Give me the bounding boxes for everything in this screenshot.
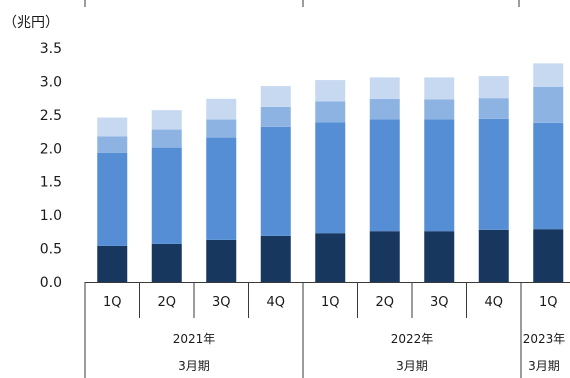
y-tick-label: 3.0 bbox=[40, 74, 62, 90]
bar-segment-0 bbox=[315, 233, 346, 282]
bar-segment-0 bbox=[369, 231, 400, 282]
y-tick-label: 0.5 bbox=[40, 242, 62, 258]
y-tick-label: 2.0 bbox=[40, 141, 62, 157]
x-tick-label: 2Q bbox=[375, 295, 394, 310]
group-period-label: 3月期 bbox=[178, 359, 210, 373]
bar-segment-2 bbox=[424, 99, 455, 120]
bar-segment-0 bbox=[151, 243, 182, 282]
bar-segment-0 bbox=[533, 229, 564, 282]
bar-segment-1 bbox=[424, 119, 455, 232]
y-tick-label: 3.5 bbox=[40, 41, 62, 57]
bar-segment-1 bbox=[478, 118, 509, 230]
bar-segment-0 bbox=[206, 239, 237, 282]
bar-segment-1 bbox=[315, 122, 346, 234]
bar-segment-0 bbox=[97, 245, 128, 282]
x-tick-label: 3Q bbox=[212, 295, 231, 310]
bar-segment-3 bbox=[260, 86, 291, 107]
bar-segment-1 bbox=[260, 126, 291, 236]
bar-segment-0 bbox=[424, 231, 455, 282]
bar-segment-0 bbox=[260, 235, 291, 282]
bar-segment-3 bbox=[424, 77, 455, 100]
bar-segment-3 bbox=[478, 76, 509, 99]
bar-segment-1 bbox=[97, 152, 128, 246]
x-tick-label: 2Q bbox=[157, 295, 176, 310]
bar-segment-2 bbox=[478, 98, 509, 119]
x-tick-label: 1Q bbox=[321, 295, 340, 310]
x-tick-label: 3Q bbox=[430, 295, 449, 310]
bar-segment-1 bbox=[151, 147, 182, 244]
bar-segment-2 bbox=[260, 106, 291, 127]
bar-segment-3 bbox=[151, 110, 182, 130]
group-year-label: 2023年 bbox=[523, 332, 566, 346]
x-tick-label: 1Q bbox=[539, 295, 558, 310]
group-year-label: 2021年 bbox=[173, 332, 216, 346]
bar-segment-2 bbox=[533, 86, 564, 123]
bar-segment-3 bbox=[369, 77, 400, 99]
y-tick-label: 2.5 bbox=[40, 108, 62, 124]
y-axis-unit: （兆円） bbox=[3, 15, 59, 31]
y-tick-label: 1.5 bbox=[40, 175, 62, 191]
group-year-label: 2022年 bbox=[391, 332, 434, 346]
group-period-label: 3月期 bbox=[396, 359, 428, 373]
x-tick-label: 1Q bbox=[103, 295, 122, 310]
bar-segment-1 bbox=[206, 137, 237, 240]
bar-segment-3 bbox=[533, 63, 564, 87]
bar-segment-2 bbox=[369, 98, 400, 120]
bar-segment-2 bbox=[206, 119, 237, 138]
bar-segment-3 bbox=[206, 98, 237, 120]
bar-segment-0 bbox=[478, 229, 509, 282]
group-period-label: 3月期 bbox=[528, 359, 560, 373]
x-tick-label: 4Q bbox=[484, 295, 503, 310]
bar-segment-1 bbox=[369, 119, 400, 232]
bar-segment-3 bbox=[97, 117, 128, 137]
y-tick-label: 1.0 bbox=[40, 208, 62, 224]
bar-segment-2 bbox=[97, 136, 128, 153]
x-tick-label: 4Q bbox=[266, 295, 285, 310]
bar-segment-2 bbox=[315, 101, 346, 123]
y-tick-label: 0.0 bbox=[40, 275, 62, 291]
bar-segment-2 bbox=[151, 129, 182, 148]
bar-segment-3 bbox=[315, 80, 346, 102]
bar-segment-1 bbox=[533, 122, 564, 230]
